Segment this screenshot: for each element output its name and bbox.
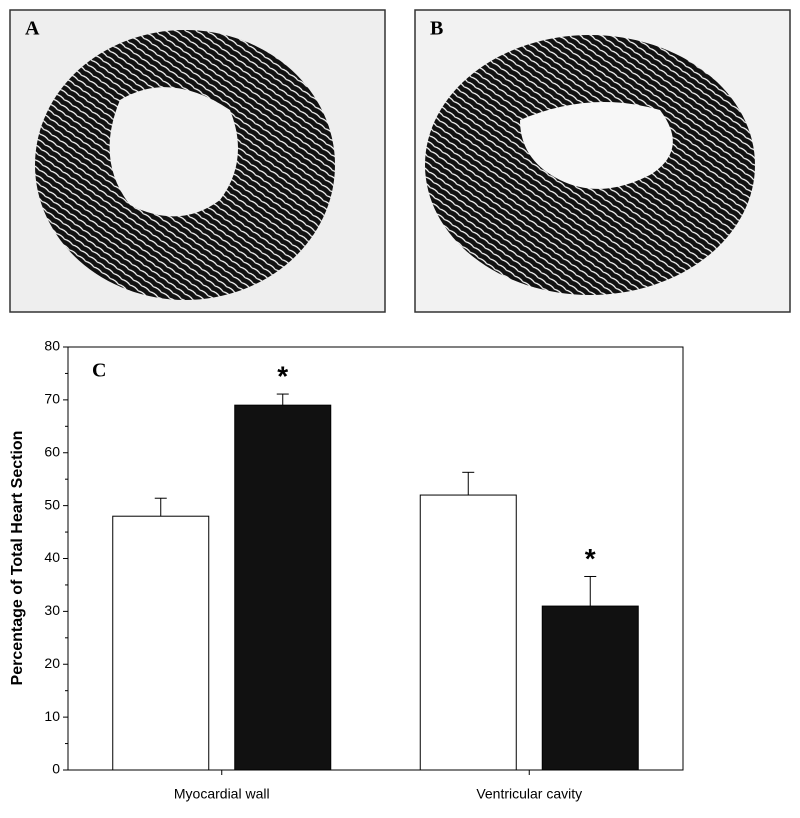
significance-marker: * (585, 543, 596, 574)
y-axis-title: Percentage of Total Heart Section (9, 431, 26, 686)
y-tick-label: 40 (44, 549, 60, 565)
y-tick-label: 60 (44, 443, 60, 459)
y-tick-label: 50 (44, 496, 60, 512)
y-tick-label: 30 (44, 602, 60, 618)
panel-label: C (92, 360, 106, 382)
panel-label: B (430, 18, 443, 40)
panel-label: A (25, 18, 40, 40)
x-tick-label: Myocardial wall (174, 786, 270, 802)
bar (234, 404, 332, 771)
y-tick-label: 10 (44, 708, 60, 724)
image-b: B (414, 9, 791, 313)
y-tick-label: 70 (44, 391, 60, 407)
bar (541, 605, 639, 771)
image-a: A (9, 9, 386, 313)
significance-marker: * (277, 360, 288, 391)
y-tick-label: 80 (44, 338, 60, 354)
y-tick-label: 20 (44, 655, 60, 671)
bar (112, 515, 210, 771)
y-tick-label: 0 (52, 761, 60, 777)
x-tick-label: Ventricular cavity (476, 786, 582, 802)
bar (419, 494, 517, 771)
